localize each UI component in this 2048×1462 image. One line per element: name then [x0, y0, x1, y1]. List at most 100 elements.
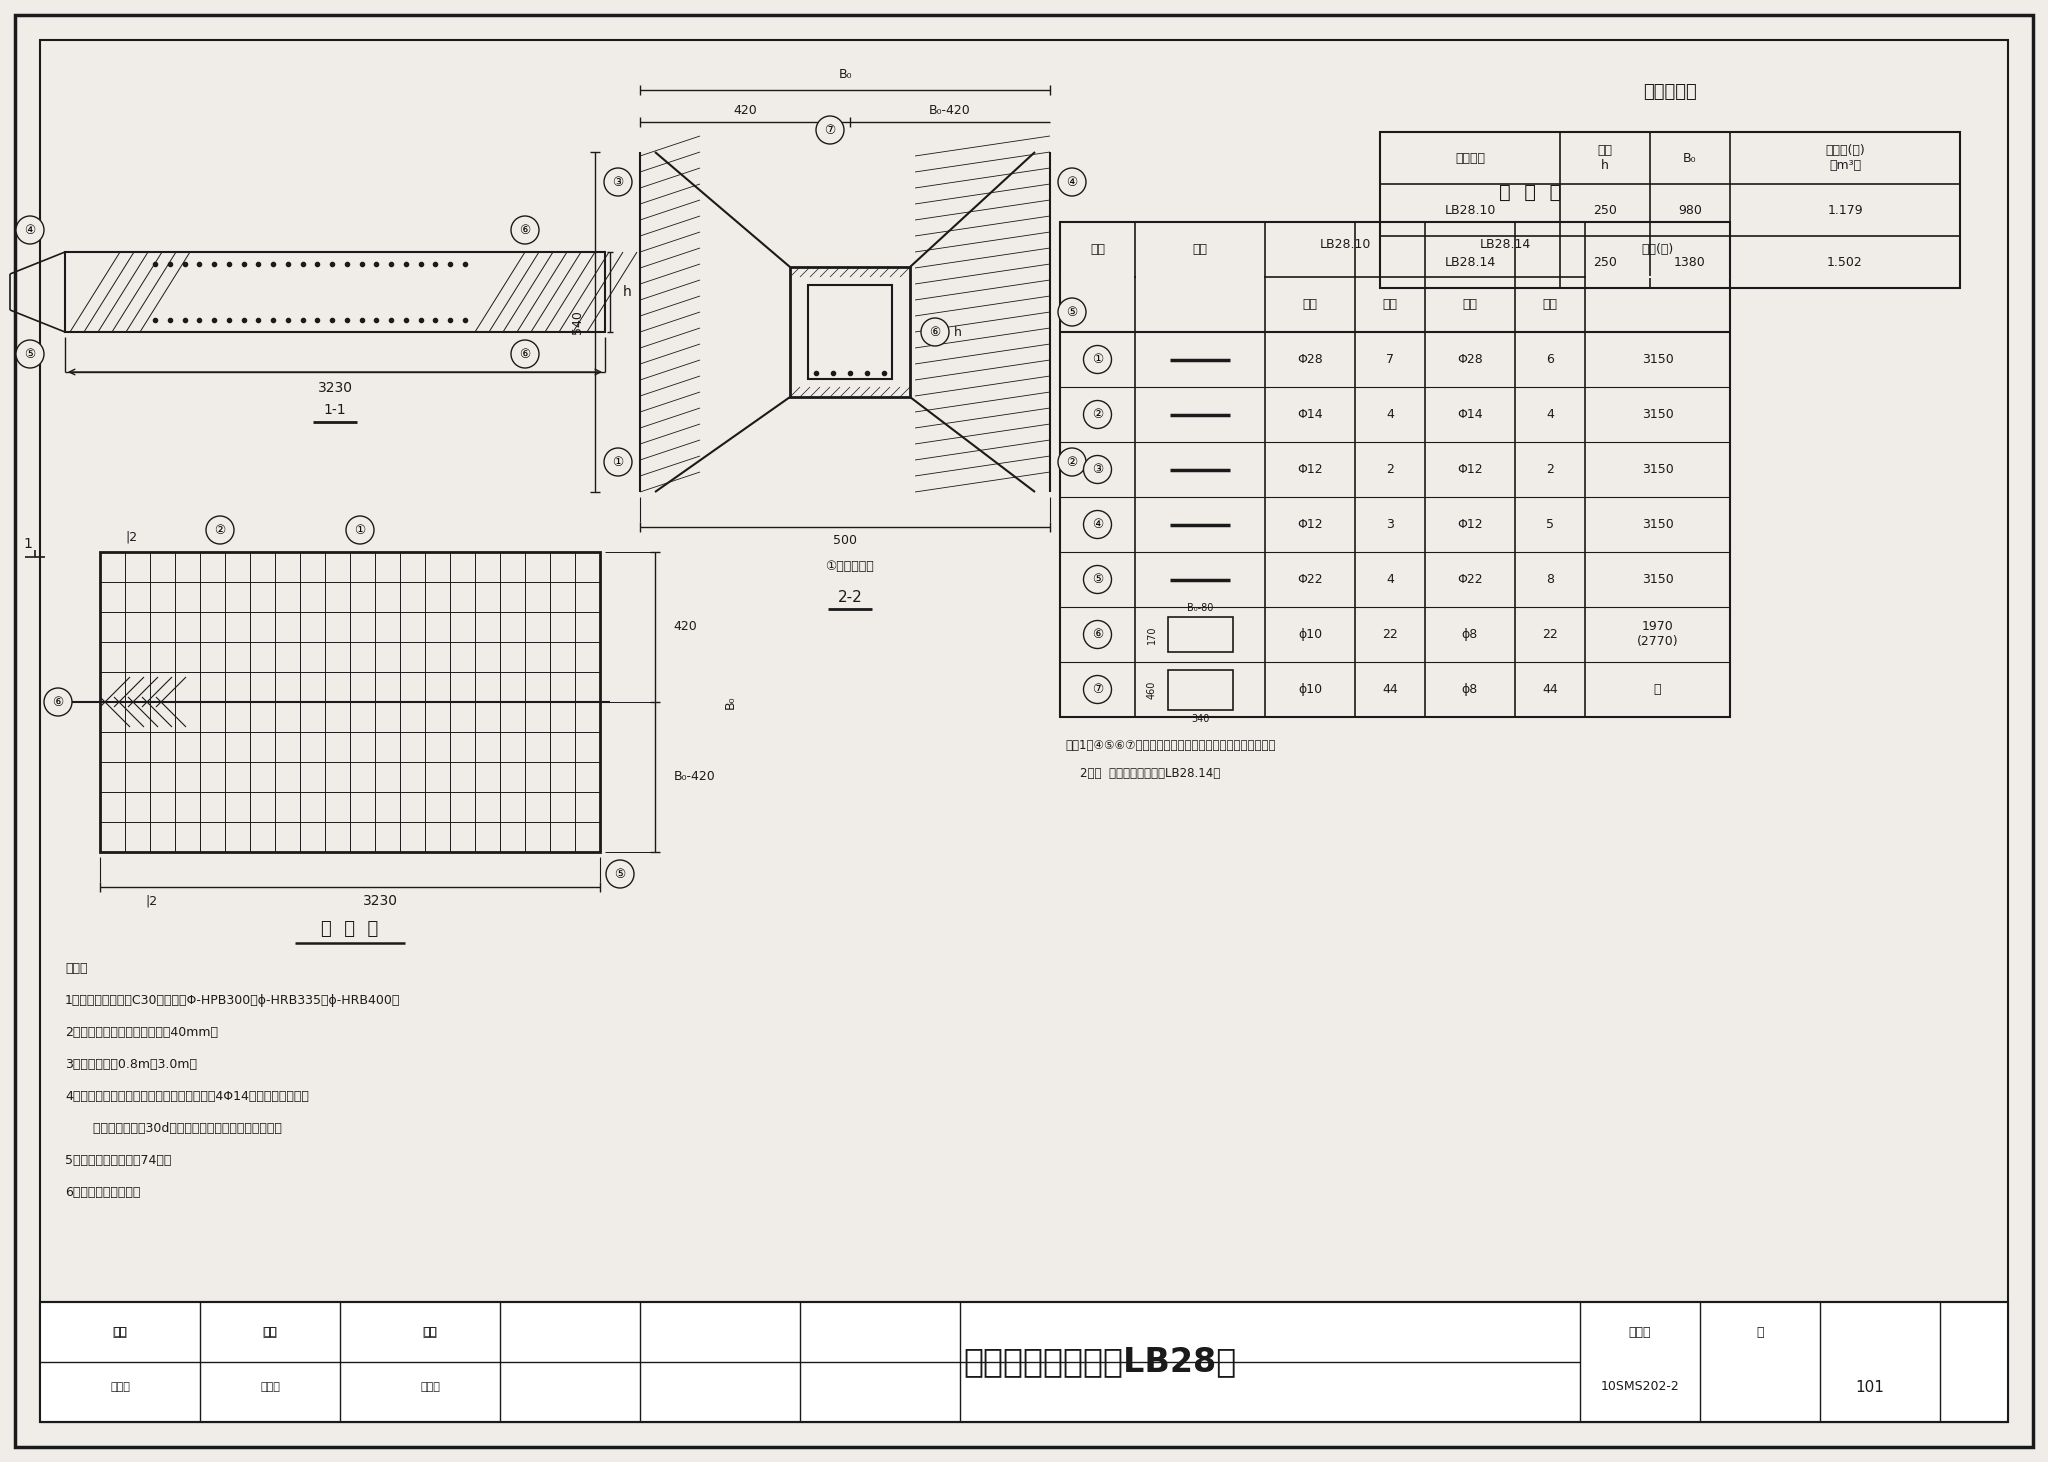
Text: 混凝土(砖)
（m³）: 混凝土(砖) （m³） [1825, 143, 1866, 173]
Text: Φ28: Φ28 [1296, 352, 1323, 366]
Text: B₀-420: B₀-420 [674, 770, 717, 784]
Circle shape [346, 516, 375, 544]
Circle shape [922, 319, 948, 346]
Text: 校对: 校对 [262, 1326, 276, 1339]
Text: ⑤: ⑤ [1092, 573, 1104, 586]
Text: 3230: 3230 [362, 893, 397, 908]
Circle shape [512, 216, 539, 244]
Text: 审核: 审核 [113, 1327, 127, 1338]
Text: 直径: 直径 [1462, 298, 1477, 311]
Text: 3150: 3150 [1642, 518, 1673, 531]
Text: Φ12: Φ12 [1458, 463, 1483, 477]
Text: 审核: 审核 [113, 1326, 127, 1339]
Text: 4．梁板如预制，加设吊环，吊环钢筋不小于4Φ14；吊环理入混凝土: 4．梁板如预制，加设吊环，吊环钢筋不小于4Φ14；吊环理入混凝土 [66, 1091, 309, 1102]
Text: ①: ① [1092, 352, 1104, 366]
Text: 6．其他详见总说明．: 6．其他详见总说明． [66, 1186, 141, 1199]
Text: 10SMS202-2: 10SMS202-2 [1602, 1380, 1679, 1393]
Text: Φ12: Φ12 [1296, 463, 1323, 477]
Circle shape [604, 447, 633, 477]
Text: 校对: 校对 [264, 1327, 276, 1338]
Text: |2: |2 [125, 531, 137, 544]
Text: 1380: 1380 [1673, 256, 1706, 269]
Text: 3230: 3230 [317, 382, 352, 395]
Text: ⑥: ⑥ [520, 348, 530, 361]
Text: LB28.10: LB28.10 [1319, 237, 1370, 250]
Bar [1061, 222, 1731, 716]
Text: 说明：: 说明： [66, 962, 88, 975]
Text: 420: 420 [733, 104, 758, 117]
Text: 420: 420 [674, 620, 696, 633]
Text: 图集号: 图集号 [1628, 1326, 1651, 1339]
Text: ③: ③ [1092, 463, 1104, 477]
Text: 1.502: 1.502 [1827, 256, 1864, 269]
Circle shape [815, 115, 844, 143]
Circle shape [1083, 456, 1112, 484]
Text: 4: 4 [1386, 408, 1395, 421]
Text: 4: 4 [1546, 408, 1554, 421]
Text: Φ22: Φ22 [1296, 573, 1323, 586]
Text: LB28.14: LB28.14 [1444, 256, 1495, 269]
Text: ⑥: ⑥ [520, 224, 530, 237]
Text: ⑤: ⑤ [614, 867, 625, 880]
Text: 注：1．④⑤⑥⑦号钢筋均放，钢筋根数以钢筋表中数值为准．: 注：1．④⑤⑥⑦号钢筋均放，钢筋根数以钢筋表中数值为准． [1065, 738, 1276, 751]
Text: Φ22: Φ22 [1458, 573, 1483, 586]
Text: h: h [954, 326, 963, 339]
Text: 钢  筋  表: 钢 筋 表 [1499, 183, 1561, 202]
Bar [1585, 276, 1729, 278]
Text: 2．盖板钢筋的混凝土保护层：40mm．: 2．盖板钢筋的混凝土保护层：40mm． [66, 1026, 217, 1039]
Text: 1970
(2770): 1970 (2770) [1636, 620, 1677, 649]
Text: 的长度不应小于30d，并应焊接或绑扎在钢筋骨架上．: 的长度不应小于30d，并应焊接或绑扎在钢筋骨架上． [66, 1121, 283, 1135]
Text: |2: |2 [145, 895, 158, 908]
Text: ④: ④ [1092, 518, 1104, 531]
Text: 直径: 直径 [1303, 298, 1317, 311]
Bar [791, 268, 909, 398]
Bar [1380, 132, 1960, 288]
Text: 盖板规格表: 盖板规格表 [1642, 83, 1698, 101]
Text: 1.179: 1.179 [1827, 203, 1864, 216]
Text: 平  面  图: 平 面 图 [322, 920, 379, 939]
Text: ④: ④ [1067, 175, 1077, 189]
Circle shape [1083, 510, 1112, 538]
Text: 101: 101 [1855, 1380, 1884, 1395]
Text: ④: ④ [25, 224, 35, 237]
Text: Φ14: Φ14 [1458, 408, 1483, 421]
Text: 检查井梁板配筋（LB28）: 检查井梁板配筋（LB28） [963, 1345, 1237, 1379]
Text: ②: ② [215, 523, 225, 537]
Text: 2．（  ）中数值用于梁板LB28.14．: 2．（ ）中数值用于梁板LB28.14． [1079, 768, 1221, 781]
Text: ϕ8: ϕ8 [1462, 683, 1479, 696]
Circle shape [43, 689, 72, 716]
Text: 设计: 设计 [422, 1326, 438, 1339]
Text: 编号: 编号 [1090, 243, 1106, 256]
Text: 980: 980 [1677, 203, 1702, 216]
Text: B₀: B₀ [1683, 152, 1696, 165]
Text: ①号钢筋范围: ①号钢筋范围 [825, 560, 874, 573]
Circle shape [606, 860, 635, 887]
Text: ②: ② [1092, 408, 1104, 421]
Text: ⑤: ⑤ [25, 348, 35, 361]
Bar [41, 1303, 2007, 1423]
Circle shape [16, 216, 43, 244]
Text: 44: 44 [1542, 683, 1559, 696]
Text: 22: 22 [1382, 629, 1399, 640]
Bar [1167, 670, 1233, 709]
Bar [1137, 276, 1264, 278]
Text: 2-2: 2-2 [838, 589, 862, 604]
Circle shape [604, 168, 633, 196]
Circle shape [207, 516, 233, 544]
Circle shape [512, 341, 539, 368]
Text: 黄意兵: 黄意兵 [420, 1382, 440, 1392]
Text: ②: ② [1067, 456, 1077, 468]
Bar [809, 285, 893, 379]
Text: ⑦: ⑦ [1092, 683, 1104, 696]
Text: LB28.14: LB28.14 [1479, 237, 1530, 250]
Circle shape [1059, 298, 1085, 326]
Text: ①: ① [354, 523, 367, 537]
Text: h: h [623, 285, 631, 300]
Circle shape [1059, 168, 1085, 196]
Text: 540: 540 [571, 310, 584, 333]
Text: 刘迎焕: 刘迎焕 [260, 1382, 281, 1392]
Text: 3150: 3150 [1642, 352, 1673, 366]
Text: 1．材料：混凝土为C30；钢筋：Φ-HPB300；ϕ-HRB335；ϕ-HRB400．: 1．材料：混凝土为C30；钢筋：Φ-HPB300；ϕ-HRB335；ϕ-HRB4… [66, 994, 399, 1007]
Bar [100, 553, 600, 852]
Text: ϕ10: ϕ10 [1298, 629, 1323, 640]
